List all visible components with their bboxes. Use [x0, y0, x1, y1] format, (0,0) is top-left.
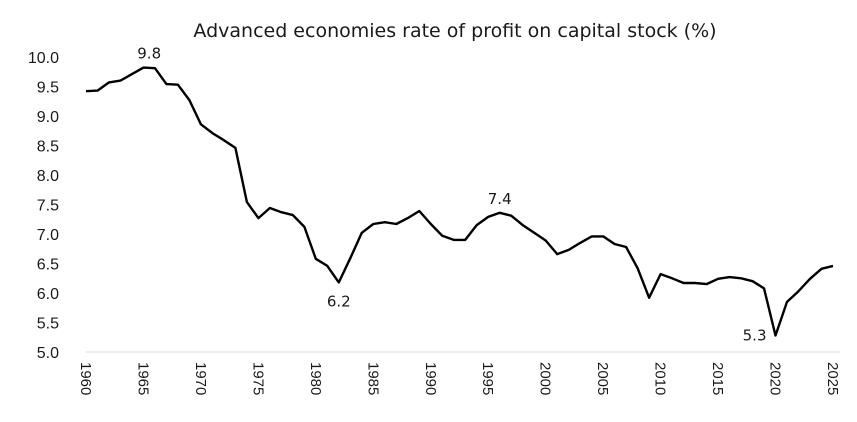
y-tick-label: 5.0 — [37, 345, 59, 362]
x-tick-label: 2020 — [767, 362, 784, 395]
x-axis: 1960 1965 1970 1975 1980 1985 1990 1995 2000 2005… — [77, 362, 841, 395]
annotation-label: 6.2 — [327, 292, 351, 310]
y-axis: 10.0 9.5 9.0 8.5 8.0 7.5 7.0 6.5 6.0 5.5 5.0 — [28, 50, 59, 362]
annotations: 9.8 6.2 7.4 5.3 — [137, 45, 766, 345]
annotation-label: 9.8 — [137, 45, 161, 63]
y-tick-label: 8.0 — [37, 168, 59, 185]
x-tick-label: 1970 — [192, 362, 209, 395]
y-tick-label: 10.0 — [28, 50, 59, 67]
annotation-label: 7.4 — [488, 190, 512, 208]
x-tick-label: 2000 — [537, 362, 554, 395]
x-tick-label: 1990 — [422, 362, 439, 395]
y-tick-label: 6.0 — [37, 286, 59, 303]
x-tick-label: 2015 — [709, 362, 726, 395]
chart-title: Advanced economies rate of profit on cap… — [193, 20, 716, 42]
x-tick-label: 1975 — [249, 362, 266, 395]
y-tick-label: 5.5 — [37, 316, 59, 333]
y-tick-label: 6.5 — [37, 257, 59, 274]
y-tick-label: 8.5 — [37, 139, 59, 156]
annotation-label: 5.3 — [743, 327, 767, 345]
x-tick-label: 1965 — [134, 362, 151, 395]
x-tick-label: 1960 — [77, 362, 94, 395]
x-tick-label: 2025 — [824, 362, 841, 395]
x-tick-label: 1995 — [479, 362, 496, 395]
x-tick-label: 1985 — [364, 362, 381, 395]
y-tick-label: 7.0 — [37, 227, 59, 244]
x-tick-label: 2005 — [594, 362, 611, 395]
x-tick-label: 2010 — [652, 362, 669, 395]
x-tick-label: 1980 — [307, 362, 324, 395]
series-line-rate-of-profit — [85, 66, 834, 337]
y-tick-label: 9.5 — [37, 80, 59, 97]
data-points — [85, 66, 835, 337]
y-tick-label: 7.5 — [37, 198, 59, 215]
y-tick-label: 9.0 — [37, 109, 59, 126]
